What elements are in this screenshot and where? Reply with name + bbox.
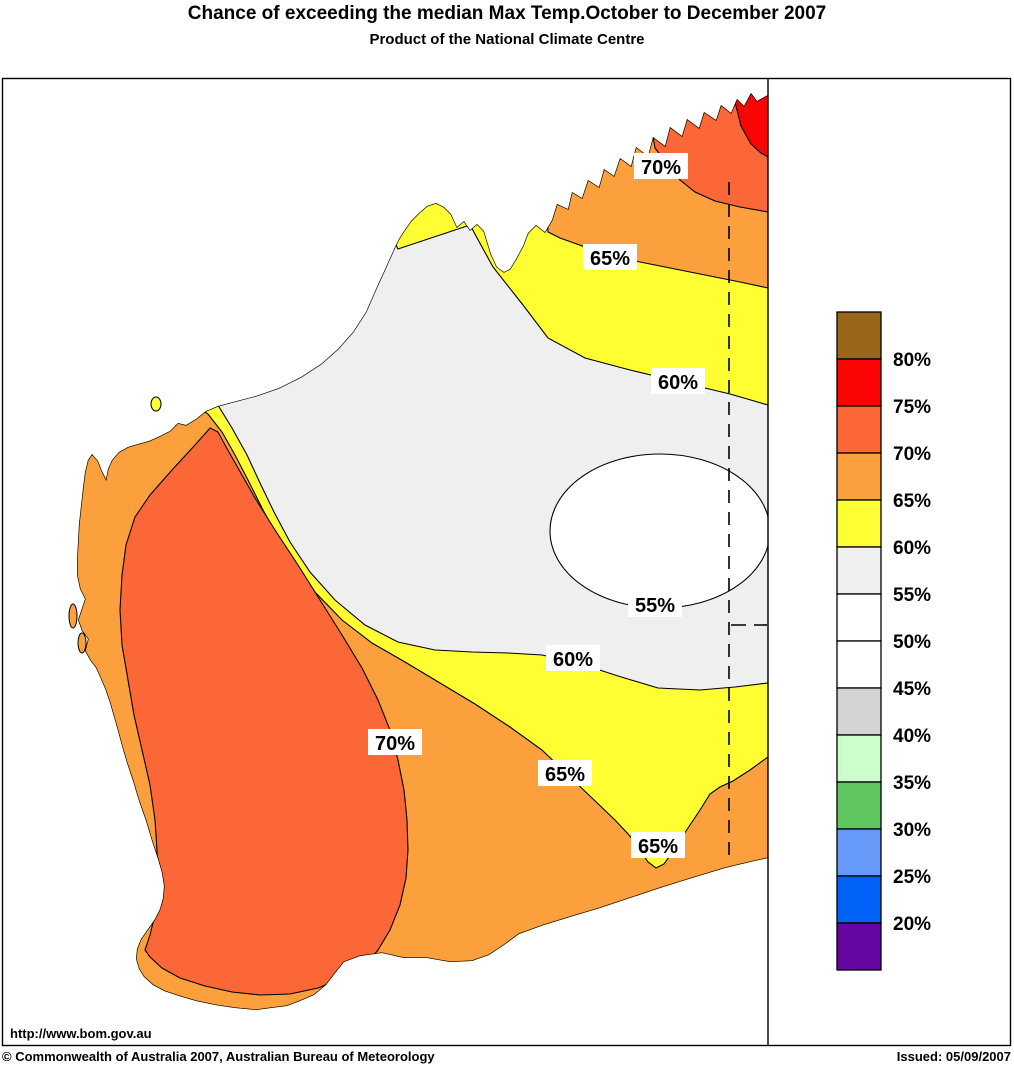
legend-label: 35% bbox=[893, 773, 931, 794]
region-70-75-southwest bbox=[119, 427, 409, 996]
page-subtitle: Product of the National Climate Centre bbox=[369, 31, 645, 48]
legend-swatch bbox=[836, 687, 882, 736]
island-shark-bay-1 bbox=[68, 603, 78, 629]
legend-label: 60% bbox=[893, 538, 931, 559]
issued-date: Issued: 05/09/2007 bbox=[896, 1049, 1011, 1064]
legend-label: 45% bbox=[893, 679, 931, 700]
region-50-55-ellipse bbox=[549, 453, 768, 609]
legend-swatch bbox=[836, 828, 882, 877]
contour-label-box bbox=[538, 760, 592, 786]
legend-label: 55% bbox=[893, 585, 931, 606]
contour-label-text: 60% bbox=[658, 372, 698, 394]
contour-label-box bbox=[583, 244, 637, 270]
legend-swatch bbox=[836, 546, 882, 595]
legend-label: 20% bbox=[893, 914, 931, 935]
source-url-text: http://www.bom.gov.au bbox=[10, 1026, 152, 1041]
legend-swatch bbox=[836, 640, 882, 689]
legend-swatch bbox=[836, 875, 882, 924]
legend-swatch bbox=[836, 499, 882, 548]
contour-label-text: 70% bbox=[375, 733, 415, 755]
contour-label-box bbox=[546, 645, 600, 671]
legend-swatch bbox=[836, 593, 882, 642]
legend-label: 50% bbox=[893, 632, 931, 653]
island-small bbox=[150, 396, 162, 412]
contour-labels: 70% 65% 60% 55% 60% 70% 65% 65% bbox=[368, 153, 705, 858]
legend-swatch bbox=[836, 405, 882, 454]
contour-label-text: 55% bbox=[635, 595, 675, 617]
legend-label: 65% bbox=[893, 491, 931, 512]
legend-label: 70% bbox=[893, 444, 931, 465]
legend-swatch bbox=[836, 781, 882, 830]
contour-label-text: 65% bbox=[638, 836, 678, 858]
region-75-80-corner bbox=[734, 93, 768, 158]
contour-label-box bbox=[628, 591, 682, 617]
legend-label: 25% bbox=[893, 867, 931, 888]
contour-label-box bbox=[368, 729, 422, 755]
legend-label: 75% bbox=[893, 397, 931, 418]
legend-swatch bbox=[836, 452, 882, 501]
contour-label-text: 65% bbox=[590, 248, 630, 270]
legend-label: 30% bbox=[893, 820, 931, 841]
legend-swatch bbox=[836, 311, 882, 360]
contour-label-box bbox=[651, 368, 705, 394]
page-title: Chance of exceeding the median Max Temp.… bbox=[187, 3, 827, 24]
contour-label-text: 65% bbox=[545, 764, 585, 786]
copyright-text: © Commonwealth of Australia 2007, Austra… bbox=[2, 1049, 435, 1064]
contour-label-box bbox=[631, 832, 685, 858]
coastline bbox=[77, 93, 768, 1010]
contour-label-text: 60% bbox=[553, 649, 593, 671]
legend: 80% 75% 70% 65% 60% 55% 50% 45% 40% 35% 30% 25% 20% bbox=[836, 311, 931, 971]
contour-label-text: 70% bbox=[641, 157, 681, 179]
legend-swatch bbox=[836, 922, 882, 971]
legend-label: 80% bbox=[893, 350, 931, 371]
island-shark-bay-2 bbox=[77, 632, 87, 654]
legend-swatch bbox=[836, 358, 882, 407]
legend-swatch bbox=[836, 734, 882, 783]
contour-label-box bbox=[634, 153, 688, 179]
legend-label: 40% bbox=[893, 726, 931, 747]
